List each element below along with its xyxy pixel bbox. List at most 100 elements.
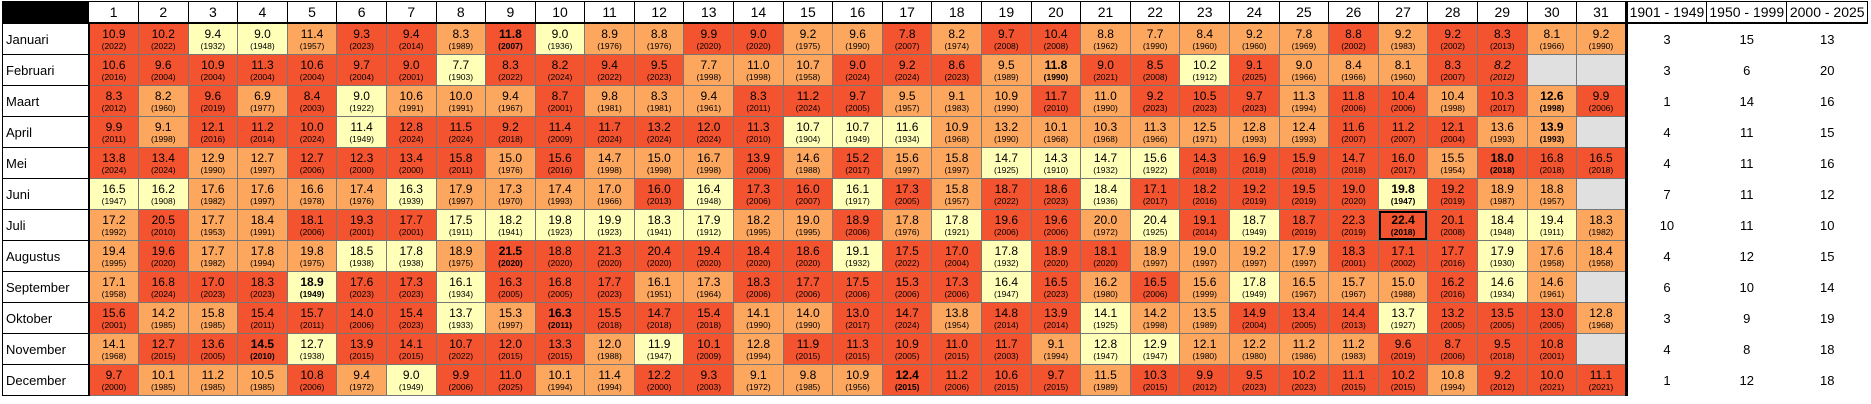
record-value: 18.4 [746, 243, 771, 258]
record-value: 9.1 [750, 367, 767, 382]
record-cell: 12.7 (2006) [286, 147, 338, 179]
record-cell: 14.5 (2010) [237, 333, 288, 365]
period-count: 4 [1624, 116, 1708, 148]
record-year: (1938) [349, 257, 374, 268]
record-value: 10.2 [1292, 367, 1316, 382]
record-cell: 18.9 (1997) [1129, 240, 1181, 272]
record-value: 13.4 [399, 150, 423, 165]
record-cell: 10.7 (1949) [832, 116, 883, 148]
record-year: (1998) [696, 71, 722, 82]
record-value: 18.8 [548, 243, 572, 258]
record-year: (2000) [398, 164, 424, 175]
record-value: 17.5 [449, 212, 473, 227]
record-value: 17.9 [1292, 243, 1316, 258]
record-cell: 7.8 (2007) [881, 22, 933, 55]
record-value: 18.2 [1193, 181, 1217, 196]
record-year: (1957) [299, 40, 325, 51]
record-cell: 19.8 (1947) [1377, 178, 1429, 210]
record-cell: 9.6 (2019) [1377, 333, 1429, 365]
period-count: 7 [1624, 178, 1708, 210]
record-value: 16.6 [300, 181, 324, 196]
record-cell: 16.5 (2023) [1030, 271, 1082, 303]
record-value: 9.2 [1146, 88, 1164, 103]
record-value: 17.8 [994, 243, 1019, 258]
record-year: (2006) [746, 164, 771, 175]
record-cell: 12.8 (1947) [1080, 333, 1131, 365]
record-value: 11.3 [747, 119, 770, 134]
record-year: (1995) [795, 226, 821, 237]
record-cell: 10.9 (1968) [931, 116, 983, 148]
record-cell: 14.0 (2006) [336, 302, 387, 334]
record-cell: 12.0 (2024) [683, 116, 735, 148]
record-cell: 16.2 (1908) [137, 178, 189, 210]
record-value: 10.1 [697, 336, 721, 351]
record-value: 10.4 [1391, 88, 1415, 103]
record-year: (1997) [1291, 257, 1317, 268]
record-cell: 19.4 (2020) [683, 240, 735, 272]
record-value: 9.2 [1592, 26, 1610, 41]
record-cell: 12.1 (2016) [187, 116, 239, 148]
record-cell: 13.5 (1989) [1179, 302, 1231, 334]
record-year: (2015) [150, 350, 176, 361]
record-value: 18.6 [796, 243, 820, 258]
month-row: Juni 16.5 (1947) 16.2 (1908) 17.6 (1982) 17.6 (1… [1, 178, 1868, 210]
record-cell: 12.2 (1980) [1229, 333, 1280, 365]
record-value: 9.5 [1245, 367, 1263, 382]
record-year: (2011) [300, 319, 324, 330]
record-value: 14.6 [796, 150, 820, 165]
record-cell: 8.8 (2002) [1328, 22, 1379, 55]
record-value: 9.1 [154, 119, 172, 134]
record-year: (1990) [1093, 102, 1118, 113]
record-cell: 13.9 (2014) [1030, 302, 1082, 334]
record-value: 13.2 [647, 119, 671, 134]
record-year: (2015) [1043, 381, 1069, 392]
record-value: 13.6 [201, 336, 225, 351]
record-year: (2023) [646, 71, 672, 82]
record-year: (2006) [1588, 102, 1614, 113]
period-count: 11 [1706, 116, 1788, 148]
record-cell: 16.4 (1947) [981, 271, 1032, 303]
record-cell: 9.0 (2020) [733, 22, 784, 55]
record-value: 18.0 [1490, 150, 1514, 165]
record-year: (1985) [150, 381, 176, 392]
record-cell: 18.9 (1949) [286, 271, 338, 303]
record-cell: 12.5 (1971) [1179, 116, 1231, 148]
record-value: 9.9 [1196, 367, 1214, 382]
day-header: 2 [137, 1, 189, 24]
record-year: (2007) [894, 40, 920, 51]
record-year: (1948) [1489, 226, 1515, 237]
record-cell: 14.9 (2004) [1229, 302, 1280, 334]
record-cell: 9.2 (1960) [1229, 22, 1280, 55]
month-name: Oktober [1, 302, 90, 334]
record-cell: 10.1 (2009) [683, 333, 735, 365]
record-value: 9.2 [1444, 26, 1462, 41]
record-value: 15.8 [945, 150, 969, 165]
record-cell: 13.8 (1954) [931, 302, 983, 334]
record-cell: 18.3 (1982) [1576, 209, 1627, 241]
record-cell: 17.5 (2006) [832, 271, 883, 303]
record-cell: 11.0 (1998) [733, 54, 784, 86]
day-header: 18 [931, 1, 983, 24]
record-cell: 15.6 (2016) [534, 147, 586, 179]
record-cell: 16.3 (2011) [534, 302, 586, 334]
record-value: 17.3 [746, 181, 771, 196]
record-cell: 19.6 (2006) [981, 209, 1032, 241]
record-year: (1997) [250, 164, 275, 175]
record-cell: 19.0 (1997) [1179, 240, 1231, 272]
record-year: (1933) [448, 319, 474, 330]
day-header: 16 [832, 1, 883, 24]
month-name: November [1, 333, 90, 365]
record-year: (2016) [101, 71, 127, 82]
record-cell: 12.8 (1968) [1576, 302, 1627, 334]
record-value: 11.0 [499, 367, 522, 382]
record-cell: 9.9 (2011) [88, 116, 139, 148]
record-value: 17.7 [399, 212, 423, 227]
record-year: (2013) [1341, 319, 1366, 330]
record-cell: 17.3 (1964) [683, 271, 735, 303]
record-year: (2013) [646, 195, 672, 206]
record-cell: 9.9 (2006) [435, 364, 487, 396]
record-cell: 19.2 (2019) [1229, 178, 1280, 210]
record-cell: 9.0 (2001) [385, 54, 437, 86]
record-year: (2018) [1539, 164, 1565, 175]
record-value: 18.3 [746, 274, 771, 289]
